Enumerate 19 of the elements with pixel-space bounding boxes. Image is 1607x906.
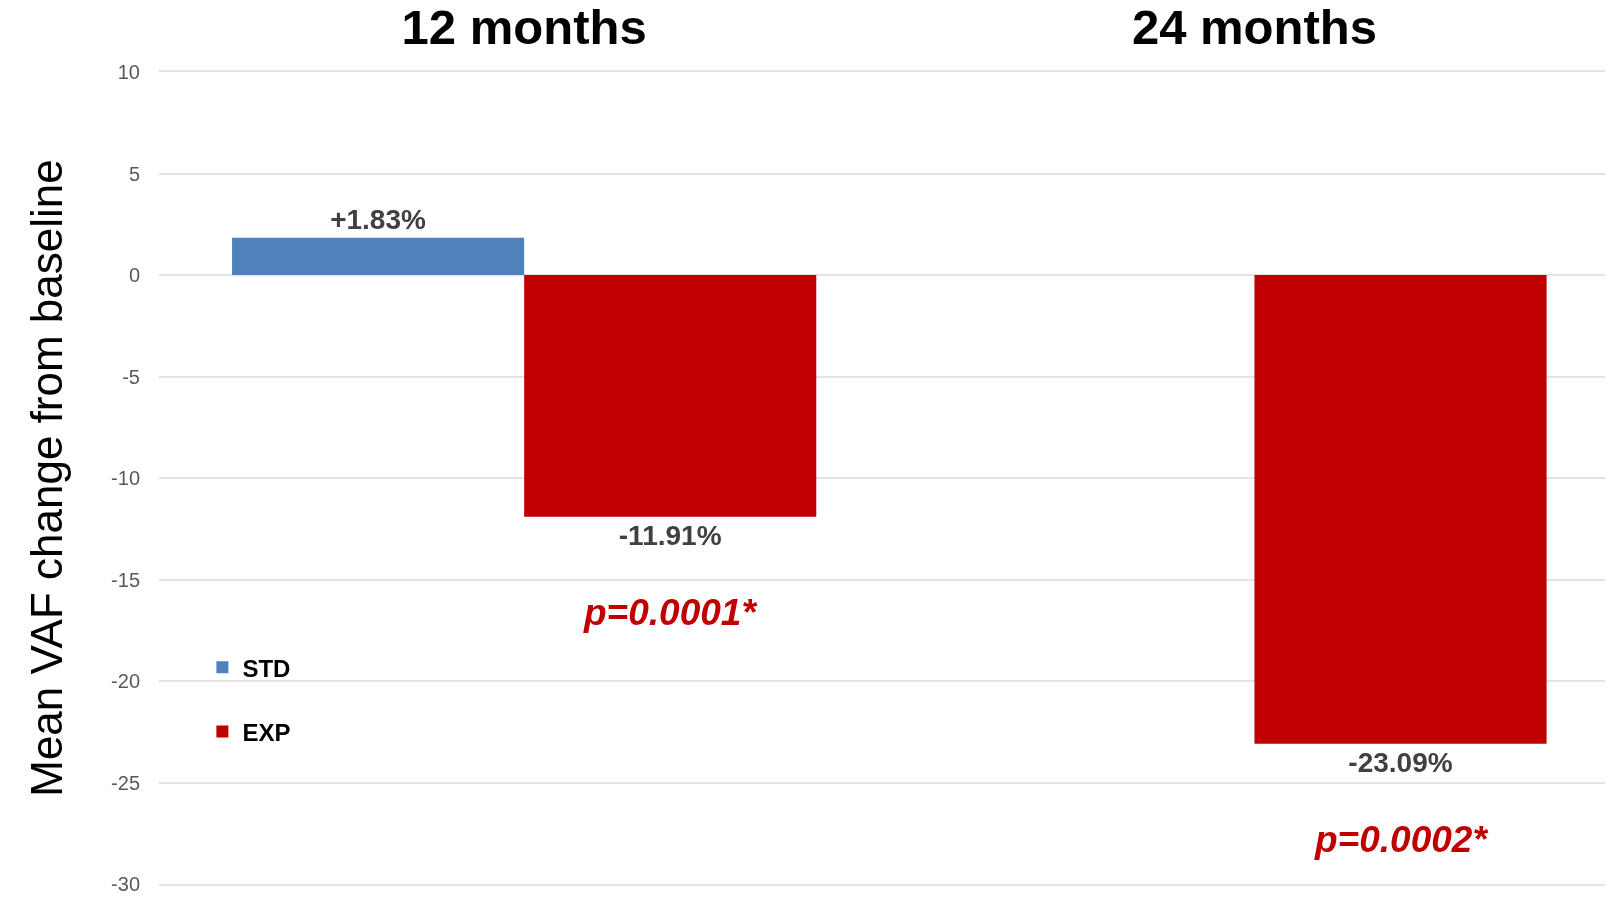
x-tick-label: 24 months xyxy=(1131,0,1377,55)
x-tick-label: 12 months xyxy=(401,0,647,55)
annotation: p=0.0001* xyxy=(583,592,758,633)
y-tick-label: -15 xyxy=(111,568,140,591)
y-tick-label: -20 xyxy=(111,670,140,692)
data-label: -23.09% xyxy=(1348,746,1453,778)
y-tick-label: -30 xyxy=(111,873,140,895)
legend-label: EXP xyxy=(242,718,291,746)
y-tick-label: 10 xyxy=(117,61,140,83)
annotation: p=0.0002* xyxy=(1314,819,1489,860)
y-axis-title: Mean VAF change from baseline xyxy=(22,159,72,797)
y-tick-label: 0 xyxy=(128,264,140,286)
data-label: +1.83% xyxy=(330,203,427,235)
y-tick-label: -25 xyxy=(111,771,140,794)
legend-label: STD xyxy=(242,654,291,682)
y-tick-label: -5 xyxy=(122,365,140,388)
y-tick-label: 5 xyxy=(128,162,140,185)
data-label: -11.91% xyxy=(618,519,722,551)
y-tick-label: -10 xyxy=(111,467,140,489)
